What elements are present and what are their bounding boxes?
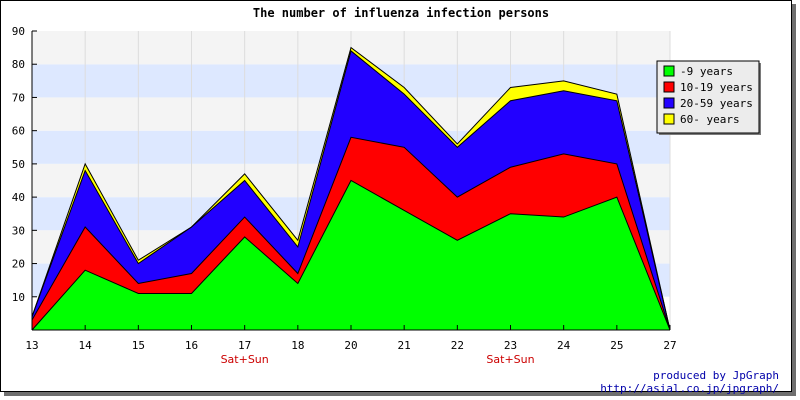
y-tick-label: 70 bbox=[12, 91, 25, 104]
legend-label: -9 years bbox=[680, 65, 733, 78]
series-outline bbox=[31, 179, 671, 331]
x-sublabel: Sat+Sun bbox=[486, 353, 534, 366]
x-tick-label: 24 bbox=[557, 339, 571, 352]
area-9-years bbox=[32, 180, 670, 330]
y-tick-label: 60 bbox=[12, 125, 25, 138]
y-tick-label: 30 bbox=[12, 224, 25, 237]
legend: -9 years 10-19 years 20-59 years 60- years bbox=[656, 60, 761, 135]
axes bbox=[31, 30, 671, 331]
x-tick-label: 21 bbox=[398, 339, 411, 352]
legend-swatch bbox=[663, 113, 675, 125]
x-tick-label: 23 bbox=[504, 339, 517, 352]
y-tick-label: 20 bbox=[12, 258, 25, 271]
x-tick-label: 17 bbox=[238, 339, 251, 352]
series-outline bbox=[31, 46, 671, 331]
x-tick-label: 18 bbox=[291, 339, 304, 352]
area-20-59-years bbox=[32, 50, 670, 330]
y-tick-label: 80 bbox=[12, 58, 25, 71]
y-tick-label: 50 bbox=[12, 158, 25, 171]
x-tick-label: 22 bbox=[451, 339, 464, 352]
credit-line: produced by JpGraph bbox=[653, 369, 779, 382]
area-10-19-years bbox=[32, 137, 670, 330]
y-tick-label: 40 bbox=[12, 191, 25, 204]
series-outline bbox=[31, 136, 671, 331]
y-tick-label: 10 bbox=[12, 291, 25, 304]
legend-swatch bbox=[663, 81, 675, 93]
x-tick-label: 13 bbox=[25, 339, 38, 352]
area-series bbox=[31, 46, 671, 331]
x-tick-label: 14 bbox=[79, 339, 93, 352]
legend-swatch bbox=[663, 97, 675, 109]
chart-frame: 10 20 30 40 50 60 70 80 90 13 14 15 16 17 Sat+Sun 18 20 2… bbox=[0, 0, 792, 395]
x-tick-label: 15 bbox=[132, 339, 145, 352]
legend-label: 60- years bbox=[680, 113, 740, 126]
y-tick-label: 90 bbox=[12, 25, 25, 38]
chart-title: The number of influenza infection person… bbox=[253, 6, 549, 20]
legend-label: 20-59 years bbox=[680, 97, 753, 110]
x-tick-label: 16 bbox=[185, 339, 198, 352]
x-tick-label: 27 bbox=[663, 339, 676, 352]
legend-label: 10-19 years bbox=[680, 81, 753, 94]
x-sublabel: Sat+Sun bbox=[221, 353, 269, 366]
legend-swatch bbox=[663, 65, 675, 77]
credit-url: http://asial.co.jp/jpgraph/ bbox=[600, 382, 779, 395]
x-tick-label: 25 bbox=[610, 339, 623, 352]
x-tick-label: 20 bbox=[344, 339, 357, 352]
series-outline bbox=[31, 50, 671, 331]
